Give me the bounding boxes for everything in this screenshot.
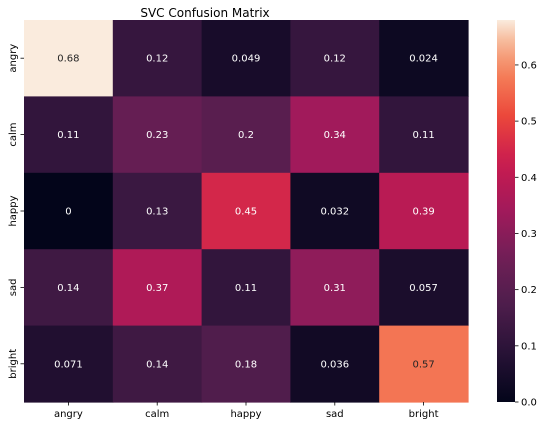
heatmap-cell — [379, 172, 469, 250]
cell-value-label: 0.11 — [412, 130, 434, 141]
colorbar-ticks: 0.0 0.1 0.2 0.3 0.4 0.5 0.6 — [515, 60, 537, 409]
x-tick-label: bright — [409, 409, 439, 420]
cell-value-label: 0.11 — [57, 130, 79, 141]
colorbar-tick-label: 0.4 — [521, 173, 537, 184]
heatmap-cell — [24, 20, 114, 97]
x-tick-label: sad — [326, 409, 344, 420]
heatmap-cell — [290, 249, 380, 327]
colorbar-gradient — [497, 20, 515, 402]
heatmap-cell — [112, 20, 203, 97]
heatmap-cell — [290, 20, 380, 97]
heatmap-cell — [24, 249, 114, 327]
cell-value-label: 0.12 — [146, 54, 168, 65]
heatmap-cell — [201, 249, 291, 327]
heatmap-cell — [379, 20, 469, 97]
heatmap-cell — [112, 325, 203, 403]
x-tick-label: angry — [54, 409, 83, 420]
cell-value-label: 0.12 — [324, 54, 346, 65]
heatmap-cell — [201, 325, 291, 403]
cell-value-label: 0.11 — [235, 283, 257, 294]
heatmap-cell — [201, 96, 291, 174]
cell-value-label: 0.57 — [412, 359, 434, 370]
heatmap-cell — [112, 96, 203, 174]
cell-value-label: 0.23 — [146, 130, 168, 141]
heatmap-cell — [379, 249, 469, 327]
heatmap-cell — [379, 96, 469, 174]
cell-value-label: 0.049 — [232, 54, 261, 65]
colorbar-tick-label: 0.3 — [521, 229, 537, 240]
cell-value-label: 0.68 — [57, 54, 79, 65]
cell-value-label: 0.39 — [412, 207, 434, 218]
heatmap-cell — [24, 172, 114, 250]
cell-value-label: 0.14 — [146, 359, 168, 370]
heatmap-cell — [112, 249, 203, 327]
y-tick-label: sad — [8, 279, 19, 297]
x-tick-label: calm — [145, 409, 169, 420]
heatmap-cell — [201, 20, 291, 97]
colorbar-tick-label: 0.5 — [521, 117, 537, 128]
colorbar-tick-label: 0.0 — [521, 398, 537, 409]
heatmap-cell — [201, 172, 291, 250]
x-tick-label: happy — [230, 409, 261, 420]
heatmap-cell — [112, 172, 203, 250]
heatmap-cell — [290, 96, 380, 174]
y-tick-label: happy — [8, 195, 19, 226]
colorbar — [497, 20, 515, 402]
y-tick-label: angry — [8, 44, 19, 73]
heatmap-cell — [24, 96, 114, 174]
heatmap-cell — [290, 325, 380, 403]
cell-value-label: 0.071 — [54, 359, 83, 370]
heatmap-cell — [290, 172, 380, 250]
y-axis-ticks: angry calm happy sad bright — [8, 44, 24, 379]
cell-value-label: 0.036 — [320, 359, 349, 370]
cell-value-label: 0.032 — [320, 207, 349, 218]
x-axis-ticks: angry calm happy sad bright — [54, 402, 439, 420]
cell-value-label: 0.14 — [57, 283, 79, 294]
cell-value-label: 0.024 — [409, 54, 438, 65]
colorbar-tick-label: 0.2 — [521, 285, 537, 296]
cell-value-label: 0.34 — [324, 130, 346, 141]
y-tick-label: calm — [8, 123, 19, 147]
heatmap-cell — [379, 325, 469, 403]
chart-title: SVC Confusion Matrix — [140, 6, 269, 20]
cell-value-label: 0 — [65, 207, 71, 218]
cell-value-label: 0.37 — [146, 283, 168, 294]
colorbar-tick-label: 0.1 — [521, 341, 537, 352]
y-tick-label: bright — [8, 349, 19, 379]
colorbar-tick-label: 0.6 — [521, 60, 537, 71]
cell-value-label: 0.31 — [324, 283, 346, 294]
cell-value-label: 0.057 — [409, 283, 438, 294]
cell-value-label: 0.18 — [235, 359, 257, 370]
cell-value-label: 0.2 — [238, 130, 254, 141]
heatmap-cell — [24, 325, 114, 403]
heatmap-grid: 0.68 0.12 0.049 0.12 0.024 0.11 0.23 0.2 0.34 0.1… — [24, 20, 469, 403]
cell-value-label: 0.13 — [146, 207, 168, 218]
cell-value-label: 0.45 — [235, 207, 257, 218]
